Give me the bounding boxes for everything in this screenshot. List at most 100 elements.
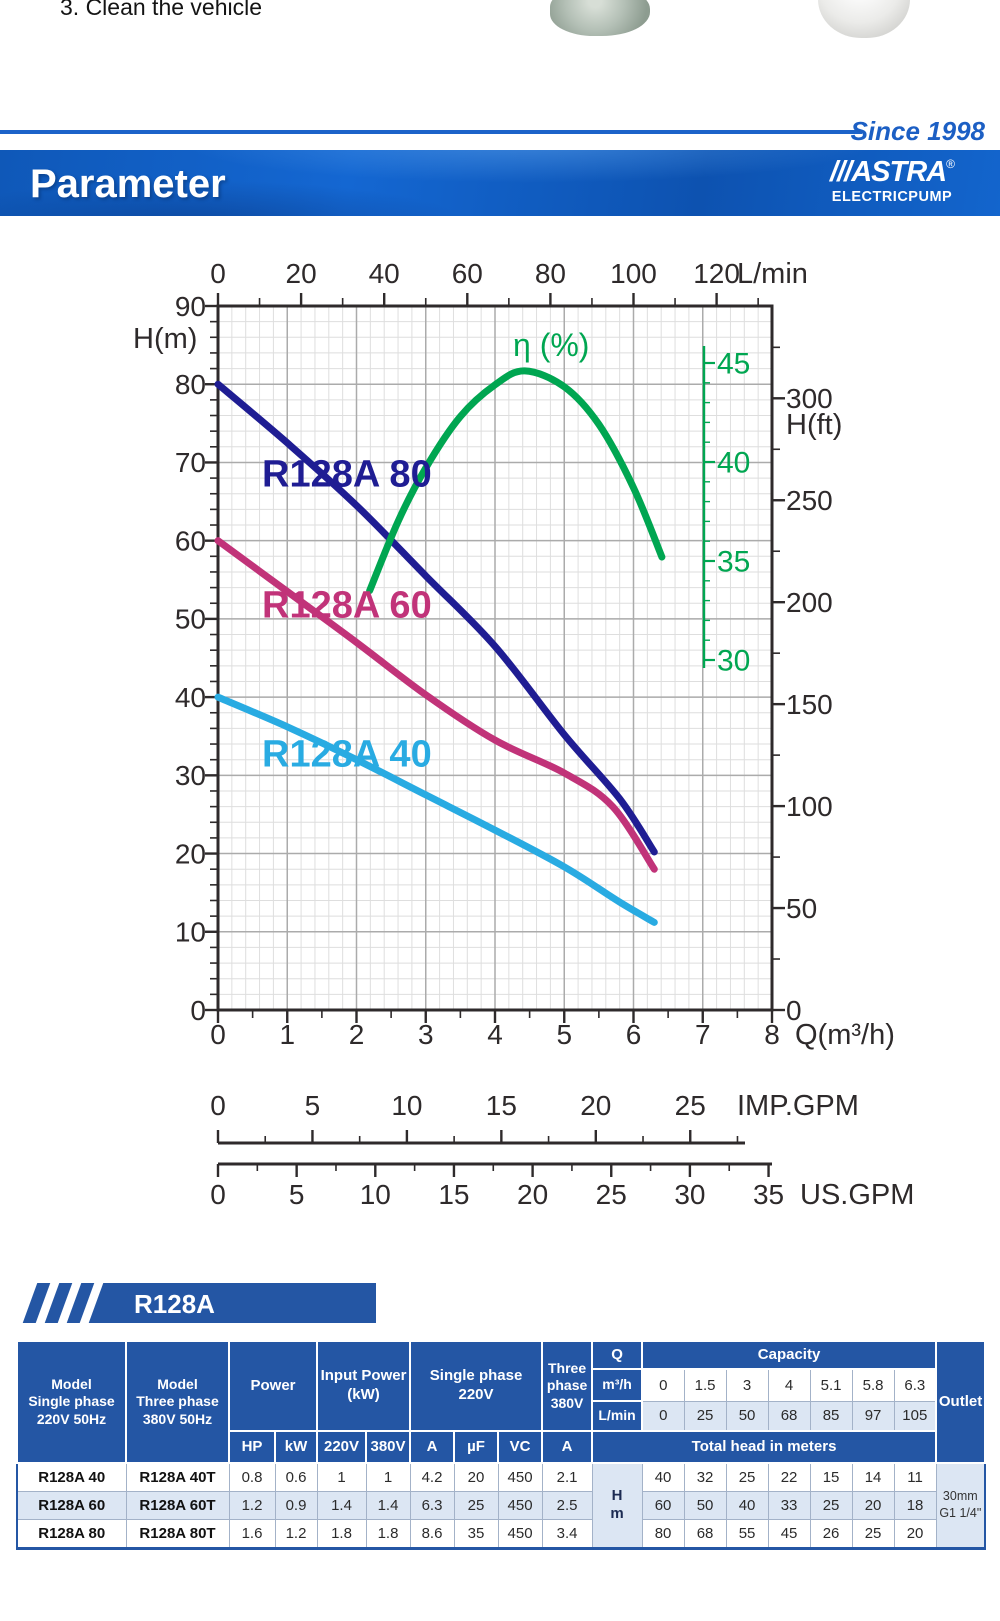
th-input-power: Input Power (kW): [316, 1340, 412, 1432]
capacity-lmin-cell: 25: [683, 1400, 727, 1432]
th-380v: 380V: [365, 1430, 412, 1464]
head-cell: 60: [641, 1490, 685, 1520]
spec-table: Model Single phase 220V 50Hz Model Three…: [16, 1340, 987, 1550]
brand-slashes-icon: ///: [830, 156, 852, 188]
th-uf: µF: [453, 1430, 500, 1464]
value-cell: 1.4: [365, 1490, 411, 1520]
svg-text:80: 80: [535, 258, 566, 289]
svg-text:0: 0: [210, 1019, 226, 1050]
head-cell: 45: [767, 1518, 811, 1549]
value-cell: 8.6: [409, 1518, 455, 1549]
value-cell: 1.2: [274, 1518, 318, 1549]
value-cell: 2.5: [541, 1490, 593, 1520]
svg-text:10: 10: [360, 1179, 391, 1210]
svg-text:60: 60: [452, 258, 483, 289]
model-cell: R128A 80: [16, 1518, 127, 1549]
value-cell: 450: [497, 1490, 543, 1520]
svg-text:H(m): H(m): [133, 323, 197, 355]
top-note-text: 3. Clean the vehicle: [60, 0, 263, 20]
head-cell: 55: [725, 1518, 769, 1549]
capacity-lmin-cell: 0: [641, 1400, 685, 1432]
th-m3h: m³/h: [591, 1368, 644, 1402]
th-a-three-phase: A: [541, 1430, 594, 1464]
svg-text:1: 1: [279, 1019, 295, 1050]
svg-text:H(ft): H(ft): [786, 409, 842, 441]
capacity-lmin-cell: 97: [851, 1400, 895, 1432]
head-cell: 26: [809, 1518, 853, 1549]
svg-text:60: 60: [175, 525, 206, 556]
value-cell: 1.6: [228, 1518, 276, 1549]
brand-logo: ///ASTRA® ELECTRICPUMP: [812, 158, 972, 205]
th-single-phase-220: Single phase 220V: [409, 1340, 544, 1432]
th-power: Power: [227, 1340, 319, 1432]
head-cell: 68: [683, 1518, 727, 1549]
since-divider-line: [0, 130, 862, 134]
value-cell: 35: [453, 1518, 499, 1549]
head-cell: 25: [725, 1462, 769, 1492]
head-cell: 80: [641, 1518, 685, 1549]
svg-text:35: 35: [717, 546, 750, 579]
right-axis-hft: 300 250 200 150 100 50 0 H(ft): [772, 346, 842, 1026]
value-cell: 1: [365, 1462, 411, 1492]
svg-text:4: 4: [487, 1019, 503, 1050]
svg-text:5: 5: [556, 1019, 572, 1050]
value-cell: 1.2: [228, 1490, 276, 1520]
head-cell: 14: [851, 1462, 895, 1492]
head-cell: 40: [641, 1462, 685, 1492]
left-axis-hm: 90 80 70 60 50 40 30 20 10 0 H(m): [133, 291, 218, 1026]
model-cell: R128A 40: [16, 1462, 127, 1492]
grid-major: [218, 306, 772, 1010]
svg-text:5: 5: [305, 1090, 321, 1121]
svg-text:0: 0: [210, 258, 226, 289]
curve-efficiency: [366, 367, 666, 595]
svg-text:80: 80: [175, 369, 206, 400]
svg-text:20: 20: [175, 838, 206, 869]
value-cell: 2.1: [541, 1462, 593, 1492]
curve-r128a-80: [214, 380, 658, 856]
value-cell: 1.8: [316, 1518, 367, 1549]
model-cell: R128A 80T: [125, 1518, 230, 1549]
svg-text:70: 70: [175, 447, 206, 478]
svg-text:25: 25: [675, 1090, 706, 1121]
svg-text:L/min: L/min: [737, 258, 808, 290]
us-gpm-ruler: 0 5 10 15 20 25 30 35 US.GPM: [210, 1162, 914, 1211]
svg-text:US.GPM: US.GPM: [800, 1179, 914, 1211]
th-lmin: L/min: [591, 1400, 644, 1432]
value-cell: 20: [453, 1462, 499, 1492]
svg-text:250: 250: [786, 485, 833, 516]
th-kw: kW: [273, 1430, 319, 1464]
value-cell: 1: [316, 1462, 367, 1492]
eta-axis: 45 40 35 30: [702, 346, 750, 678]
model-cell: R128A 40T: [125, 1462, 230, 1492]
outlet-value-cell: 30mm G1 1/4": [935, 1462, 986, 1549]
svg-text:35: 35: [753, 1179, 784, 1210]
svg-text:R128A 80: R128A 80: [262, 453, 432, 495]
section-header-band: Parameter ///ASTRA® ELECTRICPUMP: [0, 150, 1000, 216]
capacity-m3h-cell: 1.5: [683, 1368, 727, 1402]
head-cell: 20: [851, 1490, 895, 1520]
value-cell: 450: [497, 1518, 543, 1549]
svg-text:100: 100: [610, 258, 657, 289]
brand-logo-wordmark: ///ASTRA®: [812, 158, 972, 187]
registered-mark: ®: [946, 157, 955, 171]
series-banner: R128A: [22, 1283, 376, 1323]
th-q: Q: [591, 1340, 644, 1370]
pump-curves: [214, 367, 666, 926]
th-capacity: Capacity: [641, 1340, 938, 1370]
svg-text:15: 15: [438, 1179, 469, 1210]
svg-text:100: 100: [786, 791, 833, 822]
th-outlet: Outlet: [935, 1340, 987, 1464]
svg-text:40: 40: [175, 682, 206, 713]
model-cell: R128A 60T: [125, 1490, 230, 1520]
th-220v: 220V: [316, 1430, 368, 1464]
svg-text:0: 0: [190, 995, 206, 1026]
head-cell: 33: [767, 1490, 811, 1520]
value-cell: 0.9: [274, 1490, 318, 1520]
capacity-m3h-cell: 3: [725, 1368, 769, 1402]
svg-text:6: 6: [626, 1019, 642, 1050]
svg-text:0: 0: [786, 995, 802, 1026]
capacity-lmin-cell: 105: [893, 1400, 937, 1432]
value-cell: 6.3: [409, 1490, 455, 1520]
value-cell: 0.6: [274, 1462, 318, 1492]
